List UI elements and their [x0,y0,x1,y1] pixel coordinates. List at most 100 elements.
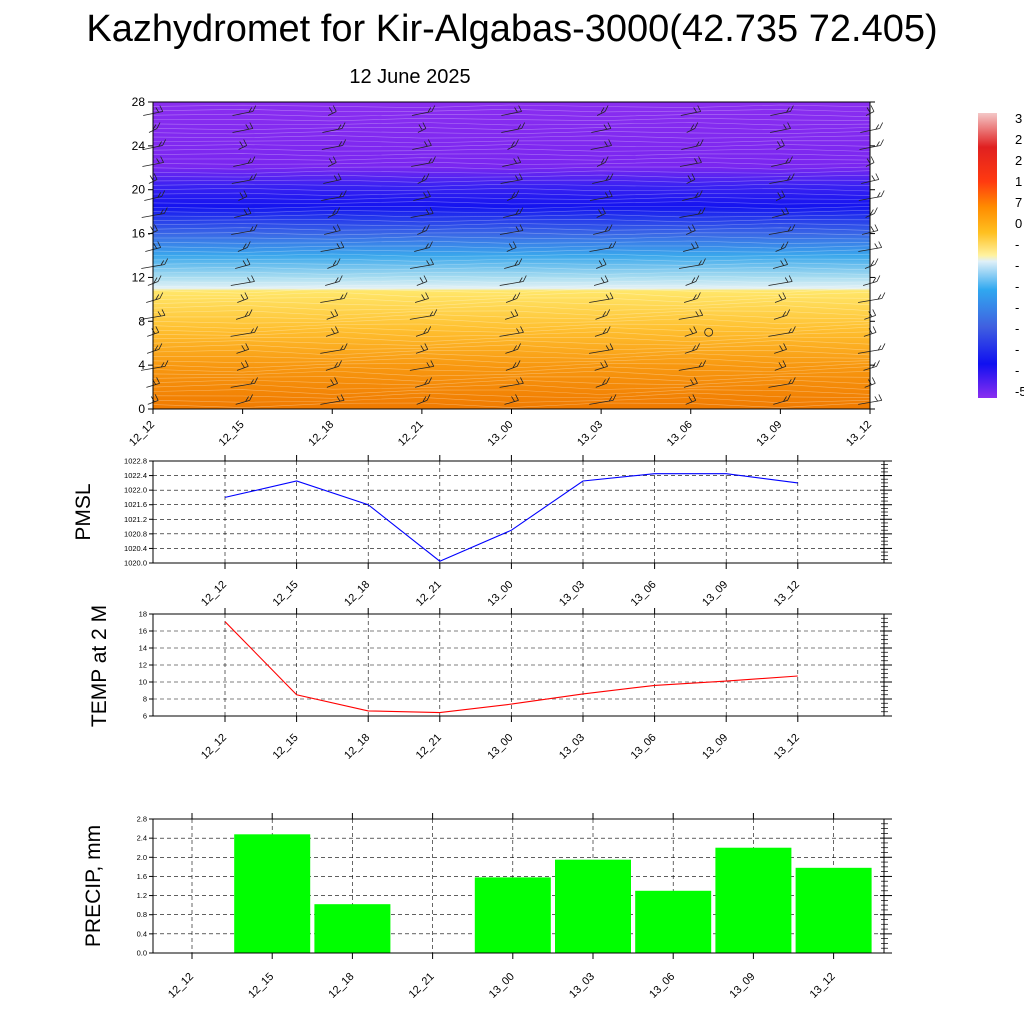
colorbar-label: 2 [1015,153,1022,168]
wind-barb [499,275,527,286]
precip-bar [715,847,792,953]
wind-barb [678,309,704,320]
wind-barb [679,156,702,167]
contour-line [152,236,871,240]
y-tick-label: 0.0 [137,949,147,958]
wind-barb [774,292,787,303]
wind-barb [323,173,342,184]
contour-line [152,331,871,338]
wind-barb [236,360,249,371]
y-tick-label: 1022.8 [124,457,147,466]
x-tick-label: 13_00 [485,732,515,762]
wind-barb [325,275,343,286]
x-tick-label: 13_12 [808,971,838,1001]
wind-barb [773,309,791,320]
y-tick-label: 12 [139,661,147,670]
y-tick-label: 0 [138,402,145,416]
y-tick-label: 2.0 [137,853,147,862]
wind-barb [237,292,249,303]
contour-line [152,262,871,266]
wind-barb [680,105,702,116]
wind-barb [589,190,613,201]
x-tick-label: 12_12 [166,971,196,1001]
wind-barb [771,156,793,167]
wind-barb [320,394,345,405]
contour-line [152,389,871,395]
wind-barb [686,173,696,184]
x-tick-label: 12_15 [246,971,276,1001]
contour-line [152,366,871,373]
colorbar: 3 2 2 1 7 0 - - - - - - - -5 [978,111,1024,399]
contour-line [152,245,871,249]
colorbar-label: - [1015,363,1019,378]
chart-subtitle: 12 June 2025 [349,66,471,88]
wind-barb [322,122,346,133]
wind-barb [320,292,348,303]
x-tick-label: 13_06 [647,971,677,1001]
x-tick-label: 12_18 [306,419,336,449]
x-tick-label: 13_03 [557,579,587,609]
y-tick-label: 28 [132,95,146,109]
contour-line [152,344,871,351]
contour-line [152,117,871,122]
contour-line [152,326,871,333]
x-tick-label: 13_09 [754,419,784,449]
contour-line [152,183,871,187]
wind-barb [230,326,258,337]
wind-barb [238,190,248,201]
x-tick-label: 12_18 [342,579,372,609]
x-tick-label: 13_09 [727,971,757,1001]
y-tick-label: 2.8 [137,815,147,824]
wind-barb [679,207,706,218]
wind-barb [596,105,609,116]
wind-barb [593,224,613,235]
contour-line [152,383,871,390]
contour-line [152,291,871,298]
wind-barb [233,156,256,167]
wind-barb [504,258,523,269]
x-tick-label: 12_21 [414,579,444,609]
wind-barb [320,241,345,252]
contour-line [152,122,871,126]
wind-barb [415,326,432,337]
precip-bar [314,904,391,953]
contour-line [152,148,871,152]
contour-line [152,287,871,294]
contour-line [152,209,871,214]
contour-line [152,179,871,183]
colorbar-label: 7 [1015,195,1022,210]
wind-barb [231,224,258,235]
wind-barb [410,207,434,218]
wind-barb [325,326,339,337]
x-tick-label: 13_06 [629,579,659,609]
contour-line [152,249,871,253]
contour-line [152,140,871,144]
wind-barb [413,190,431,201]
y-tick-label: 1020.0 [124,559,147,568]
x-tick-label: 13_00 [485,579,515,609]
wind-barb [236,343,250,354]
wind-barb [417,224,430,235]
wind-barb [231,173,257,184]
wind-barb [230,275,255,286]
wind-barb [500,173,523,184]
wind-barb [499,224,524,235]
wind-barb [774,343,787,354]
cross-section-panel: 0 4 8 12 16 20 24 28 12_12 12_15 12_18 12_21 13_00 13… [127,95,886,449]
x-tick-label: 12_12 [127,419,157,449]
contour-line [152,357,871,364]
colorbar-label: - [1015,342,1019,357]
contour-line [152,304,871,311]
y-tick-label: 8 [138,314,145,328]
x-tick-label: 12_21 [414,732,444,762]
x-tick-label: 13_12 [772,732,802,762]
y-tick-label: 0.8 [137,910,147,919]
contour-line [152,376,871,382]
y-tick-label: 20 [132,183,146,197]
contour-line [152,157,871,161]
wind-barb [773,394,791,405]
contour-line [152,280,871,284]
wind-barb [684,326,698,337]
y-tick-label: 6 [143,712,147,721]
